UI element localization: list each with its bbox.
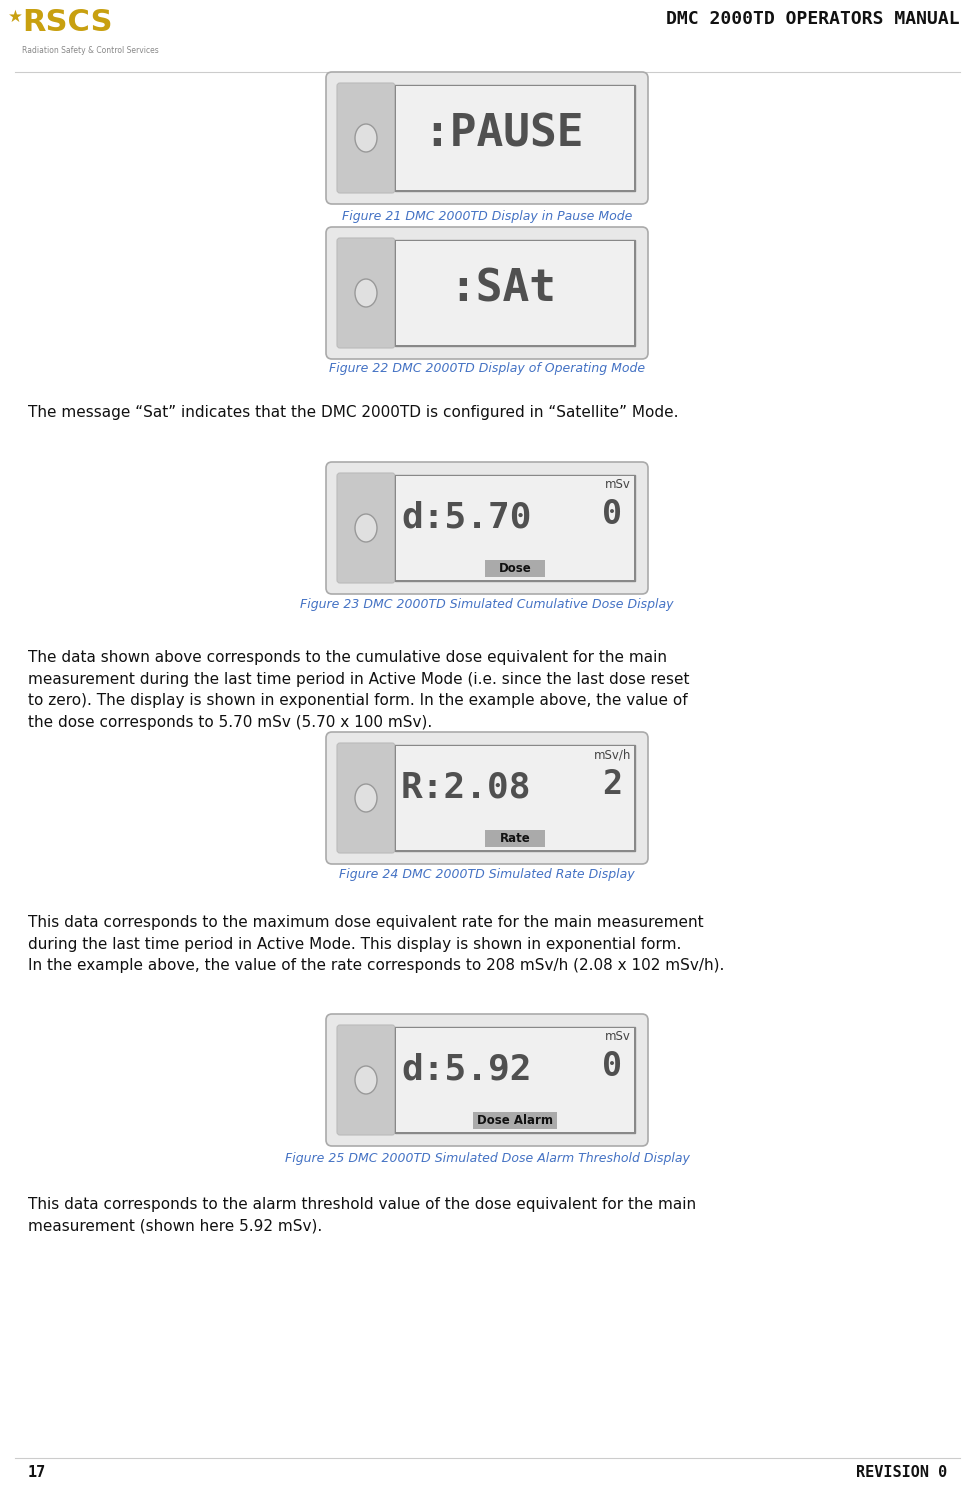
FancyBboxPatch shape <box>395 85 635 191</box>
FancyBboxPatch shape <box>337 237 395 348</box>
Text: d:5.70: d:5.70 <box>401 502 531 534</box>
FancyBboxPatch shape <box>326 227 648 358</box>
Text: This data corresponds to the alarm threshold value of the dose equivalent for th: This data corresponds to the alarm thres… <box>28 1197 696 1233</box>
Text: mSv/h: mSv/h <box>594 748 631 761</box>
Text: Figure 25 DMC 2000TD Simulated Dose Alarm Threshold Display: Figure 25 DMC 2000TD Simulated Dose Alar… <box>285 1153 689 1165</box>
Text: Figure 22 DMC 2000TD Display of Operating Mode: Figure 22 DMC 2000TD Display of Operatin… <box>329 361 645 375</box>
Text: Rate: Rate <box>499 832 530 845</box>
Text: Dose: Dose <box>498 561 531 575</box>
FancyBboxPatch shape <box>395 475 635 581</box>
FancyBboxPatch shape <box>473 1112 557 1129</box>
Text: 17: 17 <box>28 1465 46 1480</box>
Text: This data corresponds to the maximum dose equivalent rate for the main measureme: This data corresponds to the maximum dos… <box>28 915 724 973</box>
FancyBboxPatch shape <box>396 476 634 579</box>
Text: Figure 23 DMC 2000TD Simulated Cumulative Dose Display: Figure 23 DMC 2000TD Simulated Cumulativ… <box>300 599 674 611</box>
FancyBboxPatch shape <box>396 87 634 190</box>
FancyBboxPatch shape <box>337 84 395 193</box>
Text: Dose Alarm: Dose Alarm <box>477 1114 553 1127</box>
Text: :PAUSE: :PAUSE <box>423 112 583 155</box>
Text: 0: 0 <box>602 1050 622 1082</box>
Text: ★: ★ <box>8 7 22 25</box>
Text: :SAt: :SAt <box>449 267 557 311</box>
Text: The data shown above corresponds to the cumulative dose equivalent for the main
: The data shown above corresponds to the … <box>28 649 689 730</box>
Text: RSCS: RSCS <box>22 7 112 37</box>
Text: 0: 0 <box>602 497 622 530</box>
Ellipse shape <box>355 784 377 812</box>
Text: R:2.08: R:2.08 <box>401 770 531 805</box>
FancyBboxPatch shape <box>326 1014 648 1147</box>
FancyBboxPatch shape <box>326 732 648 864</box>
FancyBboxPatch shape <box>485 560 545 576</box>
FancyBboxPatch shape <box>395 1027 635 1133</box>
FancyBboxPatch shape <box>485 830 545 847</box>
Ellipse shape <box>355 279 377 308</box>
Text: DMC 2000TD OPERATORS MANUAL: DMC 2000TD OPERATORS MANUAL <box>666 10 960 28</box>
Text: Radiation Safety & Control Services: Radiation Safety & Control Services <box>22 46 159 55</box>
Text: d:5.92: d:5.92 <box>401 1053 531 1087</box>
Text: mSv: mSv <box>605 478 631 491</box>
FancyBboxPatch shape <box>396 746 634 850</box>
Text: The message “Sat” indicates that the DMC 2000TD is configured in “Satellite” Mod: The message “Sat” indicates that the DMC… <box>28 405 679 420</box>
Text: Figure 21 DMC 2000TD Display in Pause Mode: Figure 21 DMC 2000TD Display in Pause Mo… <box>342 211 632 222</box>
FancyBboxPatch shape <box>337 744 395 853</box>
FancyBboxPatch shape <box>396 240 634 345</box>
FancyBboxPatch shape <box>337 473 395 582</box>
FancyBboxPatch shape <box>395 240 635 346</box>
FancyBboxPatch shape <box>337 1026 395 1135</box>
Text: Figure 24 DMC 2000TD Simulated Rate Display: Figure 24 DMC 2000TD Simulated Rate Disp… <box>339 867 635 881</box>
Text: REVISION 0: REVISION 0 <box>856 1465 947 1480</box>
FancyBboxPatch shape <box>395 745 635 851</box>
Ellipse shape <box>355 514 377 542</box>
FancyBboxPatch shape <box>326 461 648 594</box>
Text: mSv: mSv <box>605 1030 631 1044</box>
FancyBboxPatch shape <box>396 1029 634 1132</box>
Text: 2: 2 <box>602 767 622 800</box>
Ellipse shape <box>355 1066 377 1094</box>
Ellipse shape <box>355 124 377 152</box>
FancyBboxPatch shape <box>326 72 648 205</box>
